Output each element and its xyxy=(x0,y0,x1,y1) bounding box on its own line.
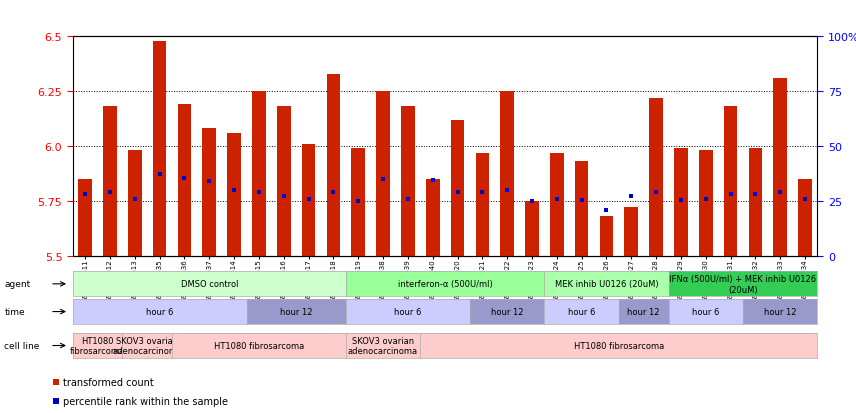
Bar xyxy=(79,180,92,256)
Text: cell line: cell line xyxy=(4,341,39,350)
Text: agent: agent xyxy=(4,279,31,288)
Bar xyxy=(426,180,439,256)
Bar xyxy=(104,107,116,256)
Bar xyxy=(451,120,464,256)
Bar xyxy=(501,92,514,256)
Bar xyxy=(799,180,811,256)
Text: transformed count: transformed count xyxy=(63,377,154,387)
Bar xyxy=(228,133,241,256)
Bar xyxy=(377,92,389,256)
Text: hour 12: hour 12 xyxy=(627,307,660,316)
Text: time: time xyxy=(4,307,25,316)
Text: SKOV3 ovarian
adenocarcinoma: SKOV3 ovarian adenocarcinoma xyxy=(348,336,418,355)
Bar xyxy=(128,151,141,256)
Bar xyxy=(203,129,216,256)
Text: DMSO control: DMSO control xyxy=(181,280,238,289)
Text: hour 6: hour 6 xyxy=(568,307,595,316)
Bar xyxy=(650,98,663,256)
Text: hour 12: hour 12 xyxy=(280,307,312,316)
Text: hour 6: hour 6 xyxy=(146,307,173,316)
Text: SKOV3 ovarian
adenocarcinoma: SKOV3 ovarian adenocarcinoma xyxy=(112,336,182,355)
Bar xyxy=(277,107,290,256)
Bar xyxy=(724,107,737,256)
Text: HT1080 fibrosarcoma: HT1080 fibrosarcoma xyxy=(574,341,664,350)
Text: interferon-α (500U/ml): interferon-α (500U/ml) xyxy=(398,280,492,289)
Bar xyxy=(302,145,315,256)
Bar xyxy=(774,79,787,256)
Bar xyxy=(476,153,489,256)
Text: hour 6: hour 6 xyxy=(395,307,421,316)
Bar xyxy=(352,149,365,256)
Bar xyxy=(625,208,638,256)
Text: IFNα (500U/ml) + MEK inhib U0126
(20uM): IFNα (500U/ml) + MEK inhib U0126 (20uM) xyxy=(669,275,817,294)
Text: hour 6: hour 6 xyxy=(693,307,719,316)
Bar xyxy=(401,107,414,256)
Text: hour 12: hour 12 xyxy=(491,307,523,316)
Bar xyxy=(327,74,340,256)
Bar xyxy=(550,153,563,256)
Bar xyxy=(575,162,588,256)
Bar xyxy=(526,202,538,256)
Bar xyxy=(253,92,265,256)
Bar xyxy=(675,149,687,256)
Text: MEK inhib U0126 (20uM): MEK inhib U0126 (20uM) xyxy=(555,280,658,289)
Bar xyxy=(699,151,712,256)
Text: HT1080
fibrosarcoma: HT1080 fibrosarcoma xyxy=(70,336,125,355)
Text: hour 12: hour 12 xyxy=(764,307,796,316)
Bar xyxy=(600,217,613,256)
Text: percentile rank within the sample: percentile rank within the sample xyxy=(63,396,229,406)
Bar xyxy=(749,149,762,256)
Bar xyxy=(153,42,166,256)
Bar xyxy=(178,105,191,256)
Text: HT1080 fibrosarcoma: HT1080 fibrosarcoma xyxy=(214,341,304,350)
